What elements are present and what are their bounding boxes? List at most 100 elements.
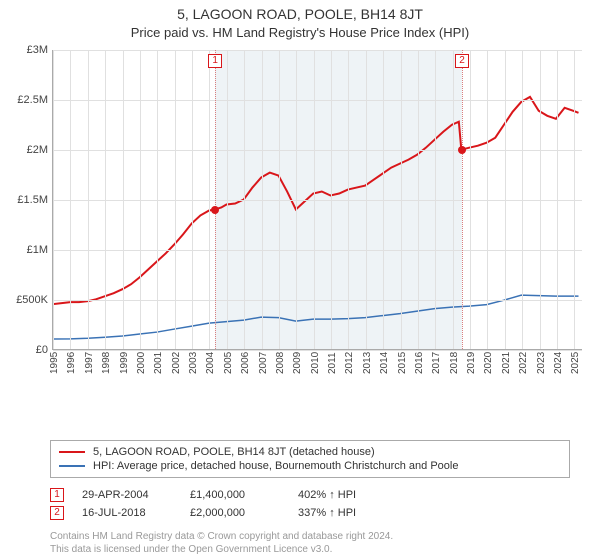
x-axis-label: 2000 — [136, 352, 147, 374]
x-axis-label: 1997 — [84, 352, 95, 374]
x-axis-label: 2016 — [414, 352, 425, 374]
x-axis-label: 1998 — [101, 352, 112, 374]
gridline — [522, 50, 523, 349]
event-vline — [462, 50, 463, 349]
x-axis-label: 2022 — [518, 352, 529, 374]
footer-attribution: Contains HM Land Registry data © Crown c… — [50, 530, 570, 556]
legend-swatch-price — [59, 451, 85, 453]
event-marker-2: 2 — [455, 54, 469, 68]
x-axis-label: 2025 — [570, 352, 581, 374]
tx-price-1: £1,400,000 — [190, 489, 280, 501]
legend-label-price: 5, LAGOON ROAD, POOLE, BH14 8JT (detache… — [93, 446, 375, 458]
x-axis-label: 2006 — [240, 352, 251, 374]
x-axis-label: 2020 — [483, 352, 494, 374]
y-axis-label: £3M — [0, 44, 48, 56]
y-axis-label: £2M — [0, 144, 48, 156]
x-axis-label: 1999 — [119, 352, 130, 374]
x-axis-label: 2011 — [327, 352, 338, 374]
x-axis-label: 2009 — [292, 352, 303, 374]
x-axis-label: 2024 — [553, 352, 564, 374]
gridline — [53, 200, 582, 201]
gridline — [157, 50, 158, 349]
gridline — [227, 50, 228, 349]
tx-price-2: £2,000,000 — [190, 507, 280, 519]
legend-swatch-hpi — [59, 465, 85, 467]
marker-badge-2: 2 — [50, 506, 64, 520]
gridline — [366, 50, 367, 349]
gridline — [418, 50, 419, 349]
x-axis-label: 2012 — [344, 352, 355, 374]
table-row: 1 29-APR-2004 £1,400,000 402% ↑ HPI — [50, 486, 570, 504]
gridline — [314, 50, 315, 349]
tx-pct-1: 402% ↑ HPI — [298, 489, 388, 501]
x-axis-label: 2010 — [310, 352, 321, 374]
legend-label-hpi: HPI: Average price, detached house, Bour… — [93, 460, 458, 472]
x-axis-label: 2008 — [275, 352, 286, 374]
legend-box: 5, LAGOON ROAD, POOLE, BH14 8JT (detache… — [50, 440, 570, 478]
event-dot-2 — [458, 146, 466, 154]
gridline — [574, 50, 575, 349]
table-row: 2 16-JUL-2018 £2,000,000 337% ↑ HPI — [50, 504, 570, 522]
y-axis-label: £2.5M — [0, 94, 48, 106]
legend-row-price: 5, LAGOON ROAD, POOLE, BH14 8JT (detache… — [59, 445, 561, 459]
gridline — [175, 50, 176, 349]
tx-date-2: 16-JUL-2018 — [82, 507, 172, 519]
gridline — [331, 50, 332, 349]
x-axis-label: 2018 — [449, 352, 460, 374]
x-axis-label: 2019 — [466, 352, 477, 374]
gridline — [262, 50, 263, 349]
gridline — [53, 300, 582, 301]
gridline — [53, 50, 582, 51]
transaction-table: 1 29-APR-2004 £1,400,000 402% ↑ HPI 2 16… — [50, 486, 570, 522]
gridline — [557, 50, 558, 349]
chart-title-address: 5, LAGOON ROAD, POOLE, BH14 8JT — [10, 6, 590, 22]
gridline — [540, 50, 541, 349]
tx-pct-2: 337% ↑ HPI — [298, 507, 388, 519]
x-axis-label: 1995 — [49, 352, 60, 374]
y-axis-label: £0 — [0, 344, 48, 356]
x-axis-label: 2004 — [205, 352, 216, 374]
gridline — [279, 50, 280, 349]
y-axis-label: £1.5M — [0, 194, 48, 206]
gridline — [192, 50, 193, 349]
gridline — [348, 50, 349, 349]
plot-area: 1995199619971998199920002001200220032004… — [52, 50, 582, 350]
event-dot-1 — [211, 206, 219, 214]
gridline — [53, 50, 54, 349]
x-axis-label: 2023 — [536, 352, 547, 374]
x-axis-label: 2001 — [153, 352, 164, 374]
gridline — [383, 50, 384, 349]
gridline — [453, 50, 454, 349]
gridline — [505, 50, 506, 349]
gridline — [123, 50, 124, 349]
x-axis-label: 2007 — [258, 352, 269, 374]
series-hpi — [53, 295, 579, 339]
x-axis-label: 2003 — [188, 352, 199, 374]
footer-line-1: Contains HM Land Registry data © Crown c… — [50, 530, 570, 543]
x-axis-label: 2015 — [397, 352, 408, 374]
chart-title-sub: Price paid vs. HM Land Registry's House … — [10, 25, 590, 40]
event-marker-1: 1 — [208, 54, 222, 68]
gridline — [140, 50, 141, 349]
gridline — [105, 50, 106, 349]
gridline — [244, 50, 245, 349]
gridline — [209, 50, 210, 349]
x-axis-label: 2014 — [379, 352, 390, 374]
gridline — [487, 50, 488, 349]
x-axis-label: 1996 — [66, 352, 77, 374]
x-axis-label: 2013 — [362, 352, 373, 374]
x-axis-label: 2005 — [223, 352, 234, 374]
gridline — [53, 150, 582, 151]
marker-badge-1: 1 — [50, 488, 64, 502]
legend-row-hpi: HPI: Average price, detached house, Bour… — [59, 459, 561, 473]
gridline — [470, 50, 471, 349]
y-axis-label: £1M — [0, 244, 48, 256]
x-axis-label: 2002 — [171, 352, 182, 374]
x-axis-label: 2021 — [501, 352, 512, 374]
chart-area: 1995 1996 1997 1998 1999 2000 2001 2002 2003 2004… — [0, 46, 600, 396]
gridline — [435, 50, 436, 349]
gridline — [296, 50, 297, 349]
gridline — [53, 100, 582, 101]
gridline — [88, 50, 89, 349]
footer-line-2: This data is licensed under the Open Gov… — [50, 543, 570, 556]
